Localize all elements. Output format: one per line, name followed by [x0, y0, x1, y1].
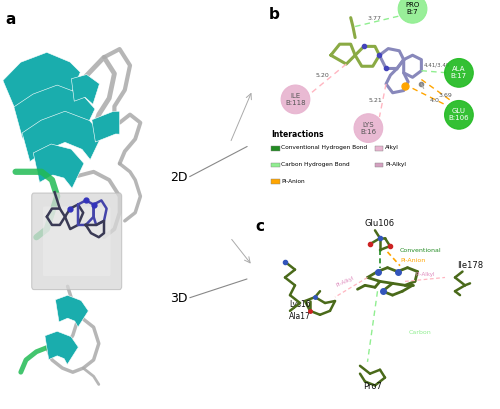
- Text: 5.20: 5.20: [315, 73, 329, 78]
- Text: 3.69: 3.69: [438, 93, 452, 98]
- Text: Ile178: Ile178: [457, 261, 483, 270]
- Polygon shape: [45, 331, 78, 364]
- Circle shape: [354, 114, 382, 142]
- Text: 3D: 3D: [170, 292, 187, 305]
- Circle shape: [444, 101, 474, 129]
- FancyBboxPatch shape: [32, 193, 122, 290]
- Text: Pi-Alkyl: Pi-Alkyl: [385, 162, 406, 167]
- Text: Lys16: Lys16: [289, 300, 311, 309]
- Text: Conventional Hydrogen Bond: Conventional Hydrogen Bond: [281, 146, 368, 151]
- Polygon shape: [56, 295, 88, 327]
- Text: LYS
B:16: LYS B:16: [360, 121, 376, 135]
- Text: ALA
B:17: ALA B:17: [451, 66, 467, 79]
- Text: 5.21: 5.21: [368, 98, 382, 103]
- Text: Interactions: Interactions: [271, 130, 324, 139]
- Circle shape: [398, 0, 427, 23]
- Polygon shape: [14, 85, 95, 139]
- Text: b: b: [269, 7, 280, 22]
- Polygon shape: [22, 111, 102, 162]
- Bar: [375, 162, 384, 167]
- Bar: [375, 146, 384, 151]
- Bar: [271, 146, 280, 151]
- Bar: [271, 162, 280, 167]
- Bar: [271, 179, 280, 184]
- Text: ILE
B:118: ILE B:118: [285, 93, 306, 106]
- Polygon shape: [72, 74, 100, 104]
- Text: 4.41/3.49: 4.41/3.49: [424, 62, 450, 67]
- Text: Carbon Hydrogen Bond: Carbon Hydrogen Bond: [281, 162, 350, 167]
- Text: Glu106: Glu106: [365, 219, 395, 228]
- Text: 3.77: 3.77: [368, 16, 382, 21]
- Text: c: c: [255, 218, 264, 234]
- Text: Conventional: Conventional: [400, 248, 442, 253]
- Text: Ala17: Ala17: [289, 312, 311, 321]
- Text: Alkyl: Alkyl: [385, 146, 399, 151]
- Polygon shape: [92, 111, 120, 142]
- FancyBboxPatch shape: [43, 207, 110, 276]
- Text: a: a: [5, 12, 15, 27]
- Text: PRO
B:7: PRO B:7: [406, 2, 419, 15]
- Text: Pi-Alkyl: Pi-Alkyl: [415, 272, 435, 276]
- Polygon shape: [3, 52, 80, 116]
- Circle shape: [281, 85, 310, 114]
- Text: Pi-Anion: Pi-Anion: [400, 258, 425, 263]
- Circle shape: [444, 58, 474, 87]
- Text: Pi-Anion: Pi-Anion: [281, 179, 305, 184]
- Text: Pro7: Pro7: [363, 382, 382, 391]
- Text: 2D: 2D: [170, 171, 187, 184]
- Text: Carbon: Carbon: [408, 330, 432, 335]
- Text: Pi-Alkyl: Pi-Alkyl: [335, 276, 355, 288]
- Polygon shape: [34, 144, 84, 188]
- Text: GLU
B:106: GLU B:106: [448, 108, 469, 121]
- Text: 4.0: 4.0: [430, 98, 440, 103]
